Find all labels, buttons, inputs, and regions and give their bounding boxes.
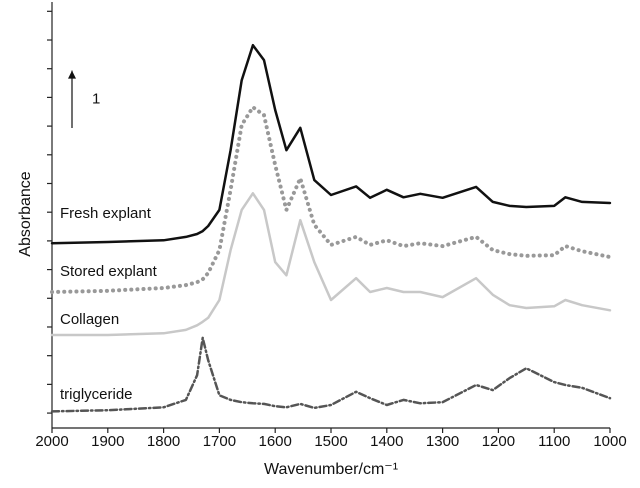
spectrum-line xyxy=(50,336,612,413)
x-tick-label: 1600 xyxy=(259,433,292,450)
x-tick-label: 1500 xyxy=(314,433,347,450)
spectrum-line xyxy=(50,105,612,294)
x-tick-label: 1800 xyxy=(147,433,180,450)
scale-arrow-head xyxy=(68,70,76,79)
spectrum-line xyxy=(50,43,612,245)
spectrum-line xyxy=(50,192,612,337)
x-tick-label: 2000 xyxy=(35,433,68,450)
y-axis-label: Absorbance xyxy=(17,171,34,256)
series-label: Fresh explant xyxy=(60,205,152,222)
series-label: Collagen xyxy=(60,311,119,328)
series-label: Stored explant xyxy=(60,263,158,280)
x-tick-label: 1900 xyxy=(91,433,124,450)
x-tick-label: 1300 xyxy=(426,433,459,450)
series-label: triglyceride xyxy=(60,386,133,403)
x-axis-label: Wavenumber/cm⁻¹ xyxy=(264,461,398,478)
x-tick-label: 1700 xyxy=(203,433,236,450)
x-tick-label: 1000 xyxy=(593,433,626,450)
x-tick-label: 1400 xyxy=(370,433,403,450)
x-tick-label: 1100 xyxy=(538,433,570,450)
x-tick-label: 1200 xyxy=(482,433,515,450)
scale-arrow-label: 1 xyxy=(92,90,100,107)
